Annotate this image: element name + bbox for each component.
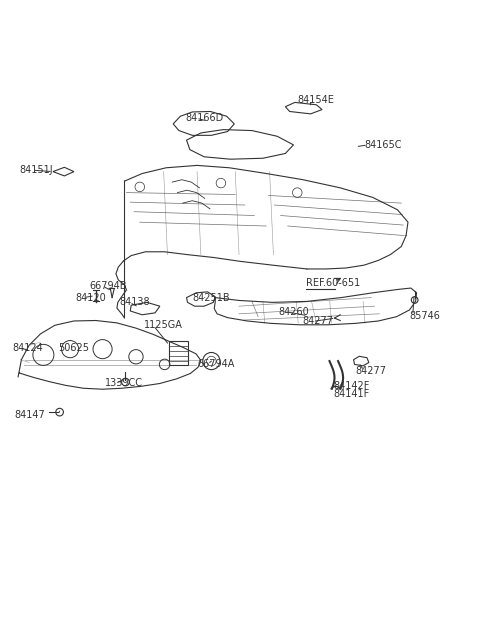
Text: 84120: 84120: [75, 292, 106, 303]
Text: 66794B: 66794B: [90, 281, 127, 291]
Text: 84251B: 84251B: [192, 292, 230, 303]
Text: 84147: 84147: [15, 410, 46, 420]
Text: 66794A: 66794A: [197, 360, 234, 369]
Text: REF.60-651: REF.60-651: [306, 278, 360, 288]
Text: 1125GA: 1125GA: [144, 320, 182, 330]
Text: 50625: 50625: [58, 343, 89, 353]
Bar: [169, 340, 189, 365]
Text: 84151J: 84151J: [20, 165, 53, 175]
Text: 1339CC: 1339CC: [106, 378, 144, 388]
Text: 84142F: 84142F: [333, 381, 370, 392]
Text: 85746: 85746: [409, 311, 440, 320]
Text: 84277: 84277: [302, 317, 333, 326]
Text: 84277: 84277: [356, 365, 386, 376]
Text: 84124: 84124: [12, 343, 43, 353]
Text: 84260: 84260: [278, 307, 309, 317]
Text: 84154E: 84154E: [297, 94, 334, 104]
Text: 84141F: 84141F: [333, 390, 369, 399]
Text: 84138: 84138: [120, 297, 150, 308]
Text: 84166D: 84166D: [185, 113, 223, 123]
Text: 84165C: 84165C: [364, 140, 402, 150]
